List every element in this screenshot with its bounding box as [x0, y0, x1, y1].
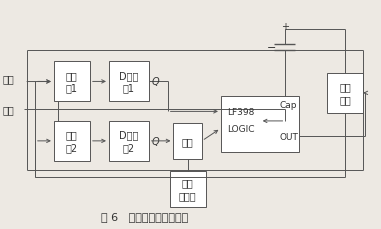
Text: 与门: 与门 [182, 136, 194, 146]
Bar [54, 121, 90, 161]
Text: −: − [267, 43, 276, 53]
Text: 下阈: 下阈 [3, 74, 14, 84]
Text: Cap: Cap [279, 100, 297, 109]
Text: 模拟
开关: 模拟 开关 [339, 82, 351, 105]
Bar [221, 96, 299, 152]
Bar [109, 62, 149, 102]
Text: D触发
器2: D触发 器2 [119, 130, 139, 152]
Text: Q: Q [152, 76, 159, 87]
Bar [173, 124, 202, 159]
Text: LOGIC: LOGIC [227, 124, 255, 133]
Bar [54, 62, 90, 102]
Text: D触发
器1: D触发 器1 [119, 71, 139, 93]
Text: +: + [281, 22, 289, 32]
Text: LF398: LF398 [227, 107, 255, 116]
Bar [109, 121, 149, 161]
Text: 输入: 输入 [3, 105, 14, 115]
Text: OUT: OUT [279, 132, 298, 141]
Text: 比较
器2: 比较 器2 [66, 130, 78, 152]
Bar [170, 171, 206, 207]
Bar [327, 74, 363, 113]
Text: 两级
单稳态: 两级 单稳态 [179, 178, 197, 200]
Text: Q: Q [152, 136, 159, 146]
Text: 比较
器1: 比较 器1 [66, 71, 78, 93]
Text: 图 6   峰值保持电路原理图: 图 6 峰值保持电路原理图 [101, 211, 189, 221]
